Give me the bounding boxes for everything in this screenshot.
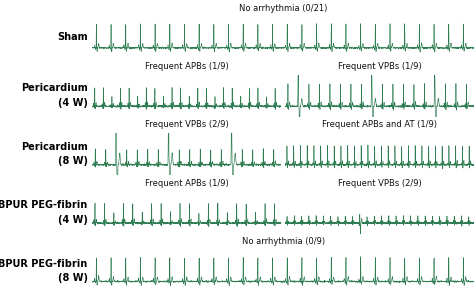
Text: Frequent VPBs (1/9): Frequent VPBs (1/9): [337, 62, 421, 71]
Text: Sham: Sham: [57, 32, 88, 42]
Text: (4 W): (4 W): [58, 215, 88, 225]
Text: (8 W): (8 W): [58, 157, 88, 166]
Text: Frequent APBs (1/9): Frequent APBs (1/9): [145, 179, 229, 188]
Text: No arrhythmia (0/9): No arrhythmia (0/9): [242, 237, 325, 246]
Text: Pericardium: Pericardium: [21, 142, 88, 152]
Text: (8 W): (8 W): [58, 273, 88, 283]
Text: Frequent VPBs (2/9): Frequent VPBs (2/9): [337, 179, 421, 188]
Text: Frequent APBs and AT (1/9): Frequent APBs and AT (1/9): [322, 121, 437, 129]
Text: (4 W): (4 W): [58, 98, 88, 108]
Text: BPUR PEG-fibrin: BPUR PEG-fibrin: [0, 200, 88, 210]
Text: BPUR PEG-fibrin: BPUR PEG-fibrin: [0, 259, 88, 269]
Text: No arrhythmia (0/21): No arrhythmia (0/21): [239, 4, 328, 13]
Text: Frequent VPBs (2/9): Frequent VPBs (2/9): [145, 121, 229, 129]
Text: Frequent APBs (1/9): Frequent APBs (1/9): [145, 62, 229, 71]
Text: Pericardium: Pericardium: [21, 84, 88, 93]
